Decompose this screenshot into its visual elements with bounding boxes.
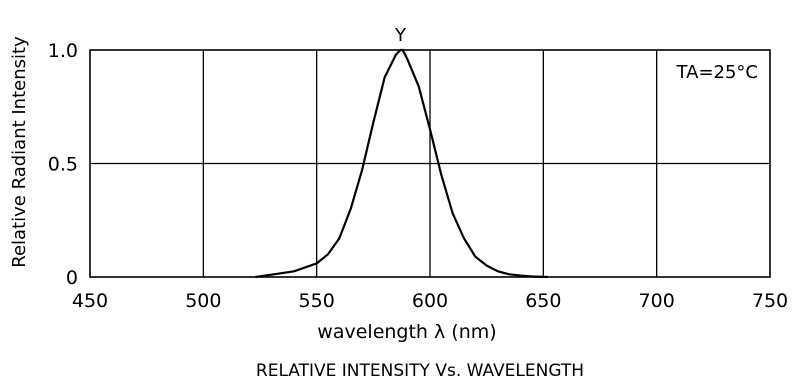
x-tick-label: 500 xyxy=(185,290,221,312)
grid-lines xyxy=(90,50,770,277)
x-tick-label: 750 xyxy=(752,290,788,312)
chart-title: RELATIVE INTENSITY Vs. WAVELENGTH xyxy=(256,361,584,381)
y-tick-label: 1.0 xyxy=(48,40,78,62)
y-tick-label: 0.5 xyxy=(48,154,78,176)
x-tick-label: 700 xyxy=(639,290,675,312)
x-axis-label: wavelength λ (nm) xyxy=(317,321,496,343)
x-tick-label: 650 xyxy=(525,290,561,312)
x-tick-label: 600 xyxy=(412,290,448,312)
y-tick-labels: 0 0.5 1.0 xyxy=(48,40,78,289)
temperature-annotation: TA=25°C xyxy=(676,62,758,83)
series-label: Y xyxy=(394,25,407,46)
y-tick-label: 0 xyxy=(66,267,78,289)
x-tick-labels: 450 500 550 600 650 700 750 xyxy=(72,290,788,312)
series-line-y xyxy=(255,48,548,279)
x-tick-label: 450 xyxy=(72,290,108,312)
x-tick-label: 550 xyxy=(299,290,335,312)
y-axis-label: Relative Radiant Intensity xyxy=(9,36,30,268)
